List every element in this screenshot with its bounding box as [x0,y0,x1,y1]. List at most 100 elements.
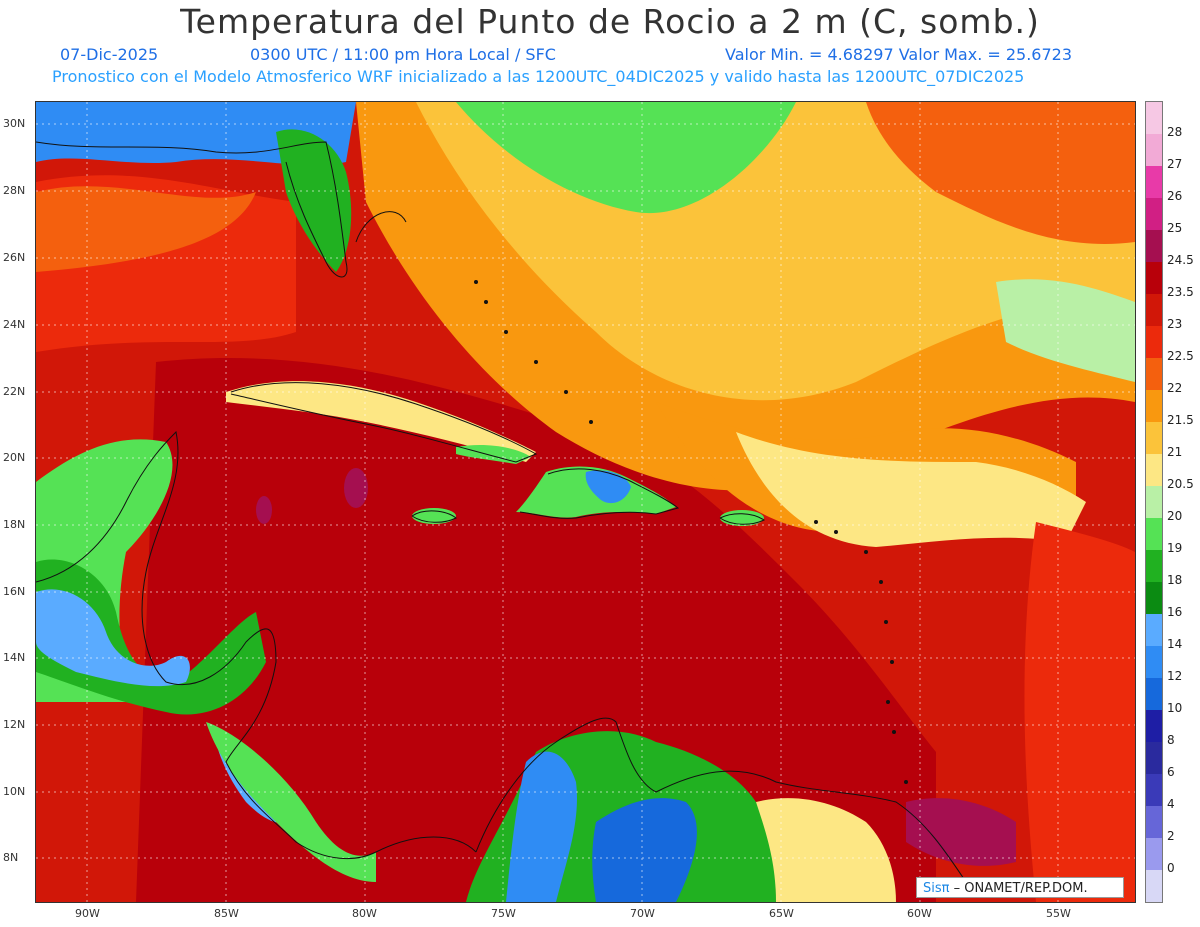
colorbar-segment [1146,102,1162,134]
field-atlantic-green [456,102,796,214]
colorbar-segment [1146,774,1162,806]
lat-label: 22N [3,385,26,398]
lon-label: 65W [769,907,794,920]
field-magenta-spot [344,468,368,508]
colorbar-label: 23 [1167,317,1183,331]
field-atlantic-lightgreen [996,279,1135,382]
south-america-blue [592,798,697,902]
colorbar-label: 16 [1167,605,1183,619]
map-title: Temperatura del Punto de Rocio a 2 m (C,… [180,2,1040,41]
lon-label: 90W [75,907,100,920]
colorbar-label: 24.5 [1167,253,1194,267]
small-islands [474,280,908,784]
colorbar-label: 2 [1167,829,1175,843]
colorbar-segment [1146,326,1162,358]
central-america-blue [36,589,190,687]
lat-label: 20N [3,451,26,464]
value-min-max: Valor Min. = 4.68297 Valor Max. = 25.672… [725,45,1073,64]
field-atlantic-east-orange [866,102,1135,244]
colorbar-label: 21 [1167,445,1183,459]
colorbar-segment [1146,294,1162,326]
colorbar-segment [1146,518,1162,550]
colorbar-label: 25 [1167,221,1183,235]
south-america-yellow [756,798,896,902]
colorbar-segment [1146,806,1162,838]
coastlines [36,141,967,883]
colorbar-label: 28 [1167,125,1183,139]
dewpoint-map [35,101,1136,903]
colorbar-segment [1146,614,1162,646]
hispaniola-blue [585,470,631,504]
lat-label: 14N [3,651,26,664]
lat-label: 26N [3,251,26,264]
lat-label: 16N [3,585,26,598]
field-band-yellow [736,432,1086,547]
lon-label: 85W [214,907,239,920]
colorbar-label: 18 [1167,573,1183,587]
jamaica-green [412,508,456,524]
lon-label: 75W [491,907,516,920]
field-magenta-spot [256,496,272,524]
colorbar-label: 20.5 [1167,477,1194,491]
colorbar-segment [1146,710,1162,742]
lon-label: 80W [352,907,377,920]
colorbar-segment [1146,166,1162,198]
lat-label: 30N [3,117,26,130]
colorbar-segment [1146,390,1162,422]
colorbar-label: 23.5 [1167,285,1194,299]
lat-label: 10N [3,785,26,798]
colorbar-label: 8 [1167,733,1175,747]
colorbar-label: 20 [1167,509,1183,523]
colorbar-label: 26 [1167,189,1183,203]
colorbar-segment [1146,230,1162,262]
colorbar-segment [1146,742,1162,774]
colorbar-segment [1146,550,1162,582]
panama-green [206,722,376,882]
colorbar-label: 21.5 [1167,413,1194,427]
field-dark-red [136,358,936,902]
forecast-time: 0300 UTC / 11:00 pm Hora Local / SFC [250,45,556,64]
colorbar-label: 14 [1167,637,1183,651]
field-east-red [1024,522,1135,902]
colorbar-label: 19 [1167,541,1183,555]
colorbar-label: 27 [1167,157,1183,171]
lon-label: 60W [907,907,932,920]
colorbar-label: 10 [1167,701,1183,715]
colorbar-segment [1146,422,1162,454]
colorbar-segment [1146,454,1162,486]
lat-label: 24N [3,318,26,331]
colorbar-label: 0 [1167,861,1175,875]
lon-label: 70W [630,907,655,920]
lon-label: 55W [1046,907,1071,920]
puerto-rico-green [720,510,764,526]
credit-text: – ONAMET/REP.DOM. [949,881,1088,896]
graticule [36,102,1135,902]
lat-label: 18N [3,518,26,531]
model-info: Pronostico con el Modelo Atmosferico WRF… [52,67,1025,86]
south-america-blue-west [506,751,577,902]
colorbar-label: 4 [1167,797,1175,811]
sispi-logo: Sisπ [923,881,950,896]
colorbar-segment [1146,870,1162,902]
colorbar-segment [1146,838,1162,870]
lat-label: 12N [3,718,26,731]
colorbar [1145,101,1163,903]
colorbar-segment [1146,358,1162,390]
colorbar-segment [1146,646,1162,678]
colorbar-label: 22 [1167,381,1183,395]
colorbar-segment [1146,134,1162,166]
lat-label: 8N [3,851,19,864]
cuba-east-green [456,445,531,464]
colorbar-segment [1146,262,1162,294]
florida-green [276,129,352,272]
credit-badge: Sisπ – ONAMET/REP.DOM. [916,877,1124,898]
colorbar-segment [1146,678,1162,710]
colorbar-label: 22.5 [1167,349,1194,363]
colorbar-segment [1146,486,1162,518]
colorbar-label: 12 [1167,669,1183,683]
colorbar-segment [1146,582,1162,614]
field-gulf-orange [36,186,256,272]
colorbar-segment [1146,198,1162,230]
field-magenta-east [906,798,1016,866]
cuba-yellow [226,381,536,462]
